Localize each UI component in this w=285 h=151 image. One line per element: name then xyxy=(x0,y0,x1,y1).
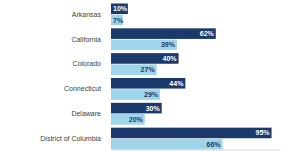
bar xyxy=(111,128,272,139)
tick-label: District of Columbia xyxy=(40,135,101,142)
bar xyxy=(111,64,157,75)
tick: Arkansas xyxy=(72,11,102,18)
data-label: 95% xyxy=(256,129,271,136)
chart-container: 10% 62% 40% 44% 30% 95% 7% 39% 27% 29% 20% 66% Arkan… xyxy=(0,0,285,151)
bar xyxy=(111,89,160,100)
axis-line xyxy=(112,150,281,151)
chart-svg: 10% 62% 40% 44% 30% 95% 7% 39% 27% 29% 20% 66% Arkan… xyxy=(0,0,285,151)
tick: Colorado xyxy=(73,60,102,67)
tick-label: California xyxy=(71,35,101,42)
bar xyxy=(111,53,179,64)
data-label: 10% xyxy=(113,5,128,12)
tick: California xyxy=(71,35,101,42)
data-labels: 10% 62% 40% 44% 30% 95% 7% 39% 27% 29% 20% 66% xyxy=(113,5,270,147)
tick-label: Arkansas xyxy=(72,11,102,18)
value-axis xyxy=(112,150,281,151)
bar xyxy=(111,78,185,89)
tick-label: Colorado xyxy=(73,60,102,67)
data-label: 62% xyxy=(200,30,215,37)
data-label: 20% xyxy=(129,116,144,123)
bar xyxy=(111,40,177,51)
tick-label: Delaware xyxy=(71,110,101,117)
tick-label: Connecticut xyxy=(64,85,101,92)
data-label: 27% xyxy=(141,66,156,73)
tick: Delaware xyxy=(71,110,101,117)
data-label: 29% xyxy=(144,91,159,98)
bar xyxy=(111,28,216,39)
tick: Connecticut xyxy=(64,85,101,92)
category-axis: Arkansas California Colorado Connecticut Del… xyxy=(40,11,101,142)
bar xyxy=(111,103,162,114)
tick: District of Columbia xyxy=(40,135,101,142)
bar xyxy=(111,3,128,14)
bars xyxy=(111,3,272,149)
data-label: 30% xyxy=(146,105,161,112)
data-label: 39% xyxy=(161,41,176,48)
data-label: 44% xyxy=(169,80,184,87)
data-label: 7% xyxy=(113,17,124,24)
bar xyxy=(111,114,145,125)
bar xyxy=(111,139,223,150)
data-label: 66% xyxy=(207,141,222,148)
data-label: 40% xyxy=(163,55,178,62)
